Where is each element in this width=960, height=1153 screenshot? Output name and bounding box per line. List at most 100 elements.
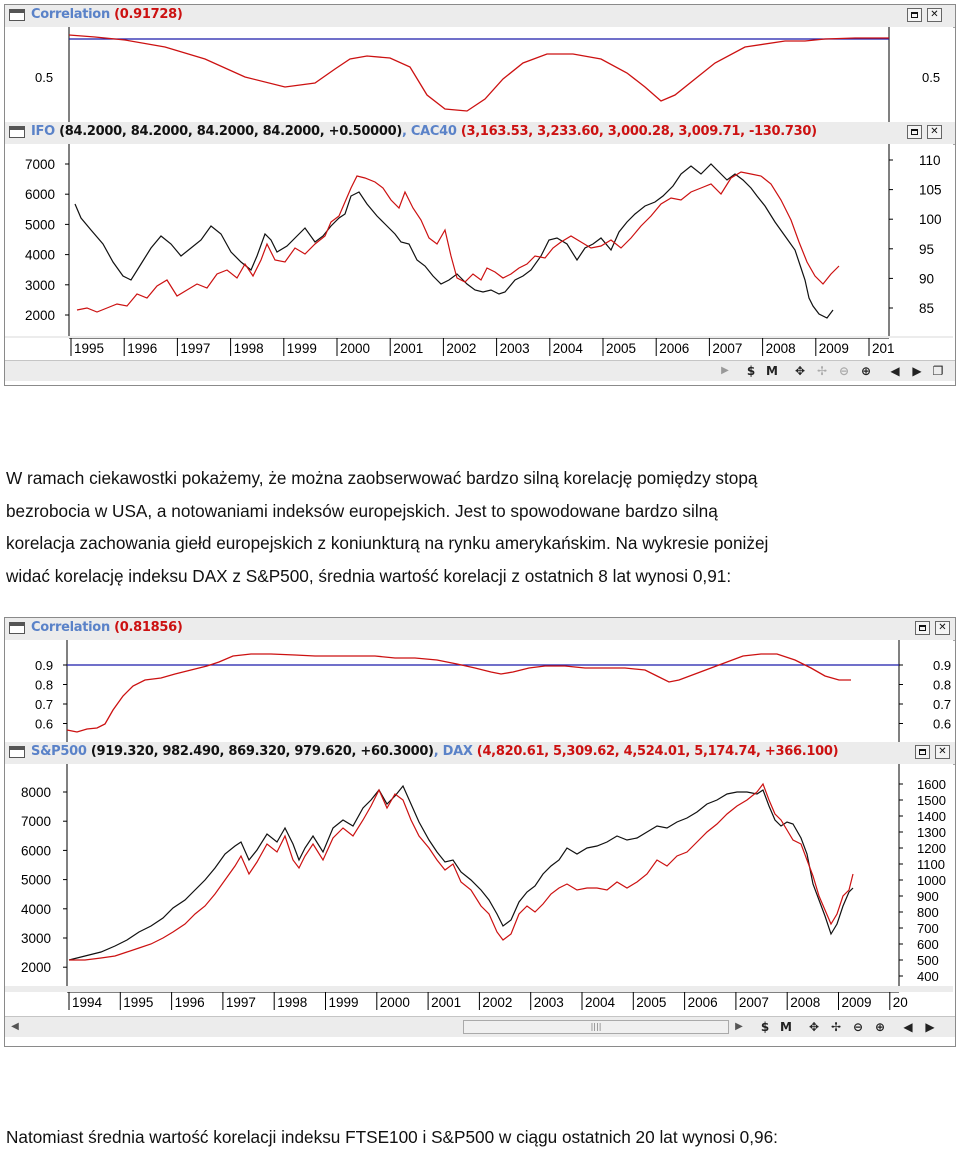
y-tick-label-right: 1500 <box>917 793 946 808</box>
corr-tick-left: 0.9 <box>35 658 53 673</box>
play-right-icon[interactable]: ▶ <box>925 1020 935 1034</box>
play-right-icon[interactable]: ▶ <box>912 364 922 378</box>
minimize-icon[interactable] <box>915 745 930 759</box>
minimize-icon[interactable] <box>907 125 922 139</box>
price-pane: 8000 7000 6000 5000 4000 3000 2000 16001500140… <box>5 764 953 992</box>
zoom-out-icon[interactable]: ⊖ <box>852 1020 864 1034</box>
close-icon[interactable]: ✕ <box>935 621 950 635</box>
x-tick-label: 1995 <box>123 995 153 1010</box>
scroll-toolbar: ▶ $ M ✥ ✢ ⊖ ⊕ ◀ ▶ ❐ <box>5 360 955 381</box>
zoom-in-icon[interactable]: ⊕ <box>874 1020 886 1034</box>
y-tick-label-right: 1100 <box>917 857 945 872</box>
close-icon[interactable]: ✕ <box>927 8 942 22</box>
paragraph-2: Natomiast średnia wartość korelacji inde… <box>6 1127 778 1147</box>
x-tick-label: 2000 <box>340 341 370 356</box>
x-tick-label: 1996 <box>127 341 157 356</box>
y-tick-label-right: 90 <box>919 271 934 286</box>
x-tick-label: 2009 <box>819 341 849 356</box>
correlation-label: Correlation <box>31 7 110 22</box>
y-tick-label-left: 6000 <box>25 187 55 202</box>
y-tick-label-right: 800 <box>917 905 939 920</box>
tool-move-icon[interactable]: ✥ <box>794 364 806 378</box>
corr-tick-left: 0.5 <box>35 70 53 85</box>
corr-tick-right: 0.9 <box>933 658 951 673</box>
minimize-icon[interactable] <box>915 621 930 635</box>
y-tick-label-right: 85 <box>919 301 934 316</box>
scroll-right-icon[interactable]: ▶ <box>735 1021 743 1032</box>
scroll-toolbar: ◀ |||| ▶ $ M ✥ ✢ ⊖ ⊕ ◀ ▶ <box>5 1016 955 1037</box>
x-tick-label: 2007 <box>712 341 742 356</box>
zoom-out-icon[interactable]: ⊖ <box>838 364 850 378</box>
x-tick-label: 1997 <box>226 995 256 1010</box>
y-tick-label-left: 3000 <box>21 931 51 946</box>
y-tick-label-left: 4000 <box>25 248 55 263</box>
paragraph-line: widać korelację indeksu DAX z S&P500, śr… <box>6 565 732 586</box>
x-tick-label: 2004 <box>585 995 616 1010</box>
tool-move-icon[interactable]: ✥ <box>808 1020 820 1034</box>
scroll-left-icon[interactable]: ◀ <box>11 1021 19 1032</box>
cac40-series-line <box>74 163 834 319</box>
y-tick-label-right: 900 <box>917 889 939 904</box>
ifo-series-line <box>76 171 840 313</box>
correlation-value: (0.81856) <box>114 620 183 635</box>
series-b-name: DAX <box>442 744 473 759</box>
x-tick-label: 2002 <box>482 995 512 1010</box>
window-icon[interactable] <box>9 126 25 138</box>
close-icon[interactable]: ✕ <box>927 125 942 139</box>
y-tick-label-right: 1600 <box>917 777 946 792</box>
play-left-icon[interactable]: ◀ <box>890 364 900 378</box>
series-a-values: (84.2000, 84.2000, 84.2000, 84.2000, +0.… <box>59 124 402 139</box>
year-axis: 1994 1995 1996 1997 1998 1999 2000 2001 2002 2003… <box>5 992 953 1012</box>
window-icon[interactable] <box>9 622 25 634</box>
tool-m-icon[interactable]: M <box>766 364 778 378</box>
tool-crosshair-icon[interactable]: ✢ <box>830 1020 842 1034</box>
y-tick-label-right: 400 <box>917 969 939 984</box>
price-titlebar: S&P500 (919.320, 982.490, 869.320, 979.6… <box>5 742 955 765</box>
tool-crosshair-icon[interactable]: ✢ <box>816 364 828 378</box>
series-a-name: IFO <box>31 124 55 139</box>
sp500-series-line <box>68 784 854 961</box>
tool-s-icon[interactable]: $ <box>760 1020 770 1034</box>
close-icon[interactable]: ✕ <box>935 745 950 759</box>
window-icon[interactable] <box>9 9 25 21</box>
series-b-values: (3,163.53, 3,233.60, 3,000.28, 3,009.71,… <box>460 124 817 139</box>
corr-tick-left: 0.6 <box>35 717 53 732</box>
corr-tick-left: 0.7 <box>35 697 53 712</box>
x-tick-label: 2005 <box>606 341 636 356</box>
paragraph-line: W ramach ciekawostki pokażemy, że można … <box>6 468 758 488</box>
correlation-label: Correlation <box>31 620 110 635</box>
tool-s-icon[interactable]: $ <box>746 364 756 378</box>
x-tick-label: 201 <box>872 341 895 356</box>
y-tick-label-right: 500 <box>917 953 939 968</box>
zoom-in-icon[interactable]: ⊕ <box>860 364 872 378</box>
y-tick-label-left: 5000 <box>21 873 51 888</box>
play-left-icon[interactable]: ◀ <box>903 1020 913 1034</box>
y-tick-label-left: 3000 <box>25 278 55 293</box>
corr-tick-right: 0.7 <box>933 697 951 712</box>
x-tick-label: 2006 <box>688 995 718 1010</box>
y-tick-label-left: 4000 <box>21 902 51 917</box>
series-a-values: (919.320, 982.490, 869.320, 979.620, +60… <box>90 744 434 759</box>
y-tick-label-left: 2000 <box>25 308 55 323</box>
year-axis: 1995 1996 1997 1998 1999 2000 2001 2002 2003 2004… <box>5 338 953 358</box>
y-tick-label-right: 700 <box>917 921 939 936</box>
scroll-right-icon[interactable]: ▶ <box>721 365 729 376</box>
price-pane: 7000 6000 5000 4000 3000 2000 110 105 100 95 90 85 <box>5 144 953 342</box>
x-tick-label: 2003 <box>500 341 530 356</box>
x-tick-label: 2009 <box>842 995 872 1010</box>
x-tick-label: 2008 <box>790 995 820 1010</box>
chart-window-2: Correlation (0.81856) ✕ 0.9 0.8 0.7 0.6 0.9… <box>4 617 956 1047</box>
correlation-line <box>66 653 851 733</box>
scroll-thumb[interactable]: |||| <box>463 1020 729 1034</box>
restore-icon[interactable]: ❐ <box>932 364 944 378</box>
x-tick-label: 2005 <box>636 995 666 1010</box>
chart-window-1: Correlation (0.91728) ✕ 0.5 0.5 IFO (84.… <box>4 4 956 386</box>
y-tick-label-right: 110 <box>919 153 941 168</box>
correlation-value: (0.91728) <box>114 7 183 22</box>
y-tick-label-left: 2000 <box>21 960 51 975</box>
paragraph-line: korelacja zachowania giełd europejskich … <box>6 533 769 553</box>
minimize-icon[interactable] <box>907 8 922 22</box>
tool-m-icon[interactable]: M <box>780 1020 792 1034</box>
y-tick-label-right: 100 <box>919 212 942 227</box>
window-icon[interactable] <box>9 746 25 758</box>
